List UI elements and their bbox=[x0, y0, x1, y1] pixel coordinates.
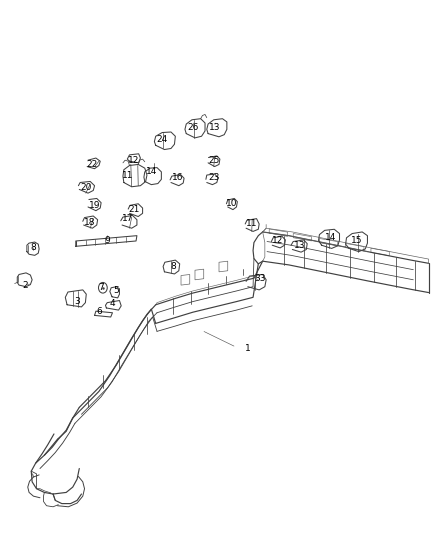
Text: 6: 6 bbox=[96, 307, 102, 316]
Text: 13: 13 bbox=[209, 123, 220, 132]
Text: 12: 12 bbox=[128, 156, 140, 165]
Text: 3: 3 bbox=[74, 296, 80, 305]
Text: 16: 16 bbox=[172, 173, 183, 182]
Text: 18: 18 bbox=[85, 219, 96, 228]
Text: 11: 11 bbox=[122, 171, 133, 180]
Text: 22: 22 bbox=[87, 160, 98, 169]
Text: 2: 2 bbox=[22, 280, 28, 289]
Text: 9: 9 bbox=[105, 237, 110, 246]
Text: 10: 10 bbox=[226, 199, 238, 208]
Text: 19: 19 bbox=[89, 201, 100, 210]
Text: 24: 24 bbox=[157, 135, 168, 144]
Text: 23: 23 bbox=[208, 173, 219, 182]
Text: 21: 21 bbox=[128, 205, 140, 214]
Text: 14: 14 bbox=[146, 167, 157, 176]
Text: 8: 8 bbox=[31, 244, 36, 253]
Text: 26: 26 bbox=[187, 123, 198, 132]
Text: 20: 20 bbox=[80, 183, 92, 192]
Text: 8: 8 bbox=[170, 262, 176, 271]
Text: 4: 4 bbox=[109, 299, 115, 308]
Text: 5: 5 bbox=[113, 286, 119, 295]
Text: 7: 7 bbox=[98, 283, 104, 292]
Text: 15: 15 bbox=[351, 237, 362, 246]
Text: 25: 25 bbox=[208, 156, 219, 165]
Text: 1: 1 bbox=[244, 344, 250, 353]
Text: 13: 13 bbox=[294, 241, 306, 250]
Text: 12: 12 bbox=[272, 237, 284, 246]
Text: 11: 11 bbox=[246, 220, 258, 229]
Text: 33: 33 bbox=[255, 273, 266, 282]
Text: 17: 17 bbox=[122, 214, 133, 223]
Text: 14: 14 bbox=[325, 233, 336, 242]
